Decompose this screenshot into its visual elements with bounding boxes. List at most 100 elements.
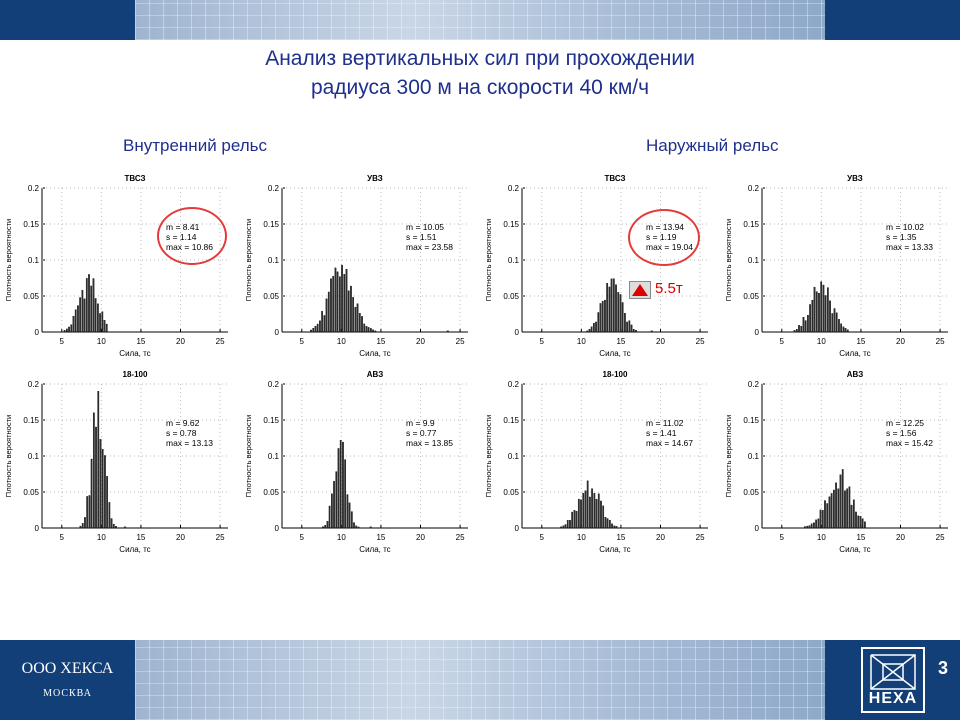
histogram-bar <box>348 502 351 529</box>
histogram-bar <box>571 511 574 529</box>
stat-line: s = 1.41 <box>646 428 677 438</box>
y-axis-label: Плотность вероятности <box>724 219 733 301</box>
histogram-bar <box>372 329 374 333</box>
chart-svg: 0 0.05 0.1 0.15 0.2 5 10 15 20 25 18-100 Сила, тс Пл… <box>4 370 228 554</box>
y-tick-label: 0.15 <box>503 416 519 425</box>
histogram-bar <box>322 526 324 529</box>
y-axis-label: Плотность вероятности <box>484 219 493 301</box>
histogram-bar <box>337 448 340 529</box>
histogram-bar <box>613 525 616 529</box>
histogram-bar <box>815 519 817 529</box>
y-tick-label: 0.2 <box>268 380 280 389</box>
histogram-bar <box>310 329 312 333</box>
y-tick-label: 0.2 <box>268 184 280 193</box>
x-tick-label: 5 <box>780 337 785 346</box>
histogram-bar <box>105 323 108 333</box>
y-tick-label: 0 <box>755 524 760 533</box>
x-tick-label: 15 <box>376 533 385 542</box>
y-tick-label: 0.15 <box>23 416 39 425</box>
top-banner <box>0 0 960 40</box>
histogram-bar <box>619 294 622 333</box>
x-tick-label: 20 <box>416 533 425 542</box>
x-tick-label: 15 <box>616 533 625 542</box>
histogram-bar <box>99 439 102 529</box>
chart-outer-avz: 0 0.05 0.1 0.15 0.2 5 10 15 20 25 АВЗ Сила, тс Плотн… <box>720 364 960 565</box>
x-tick-label: 25 <box>696 337 705 346</box>
footer-banner <box>0 640 960 720</box>
histogram-bar <box>837 488 840 529</box>
y-tick-label: 0 <box>515 524 520 533</box>
y-tick-label: 0.05 <box>503 488 519 497</box>
histogram-bar <box>81 523 84 529</box>
y-tick-label: 0.1 <box>28 452 40 461</box>
histogram-bar <box>811 299 814 333</box>
x-tick-label: 25 <box>456 533 465 542</box>
histogram-bar <box>859 516 862 529</box>
histogram-bar <box>321 311 323 333</box>
y-tick-label: 0.05 <box>743 488 759 497</box>
x-tick-label: 25 <box>696 533 705 542</box>
histogram-bar <box>820 281 823 333</box>
histogram-bar <box>108 502 111 529</box>
histogram-bar <box>621 302 624 333</box>
chart-title: 18-100 <box>603 370 628 379</box>
histogram-bar <box>335 471 338 529</box>
chart-svg: 0 0.05 0.1 0.15 0.2 5 10 15 20 25 ТВСЗ Сила, тс Плот… <box>484 174 708 358</box>
histogram-bar <box>83 298 86 333</box>
y-tick-label: 0.15 <box>23 220 39 229</box>
histogram-bar <box>841 469 844 529</box>
histogram-bar <box>341 264 343 333</box>
logo-text: HEXA <box>868 690 918 707</box>
y-tick-label: 0.15 <box>743 416 759 425</box>
histogram-bar <box>566 520 569 529</box>
histogram-bar <box>815 291 818 333</box>
chart-title: УВЗ <box>367 174 383 183</box>
y-tick-label: 0.2 <box>28 184 40 193</box>
histogram-bar <box>593 493 596 529</box>
histogram-bars <box>804 469 866 529</box>
highlight-ring-outer <box>628 209 700 266</box>
y-tick-label: 0 <box>755 328 760 337</box>
histogram-bar <box>586 480 589 529</box>
y-tick-label: 0.2 <box>28 380 40 389</box>
mesh-decoration <box>135 0 825 40</box>
histogram-bar <box>817 518 820 529</box>
histogram-bar <box>92 412 95 529</box>
histogram-bar <box>365 326 368 333</box>
histogram-bar <box>589 496 591 529</box>
histogram-bars <box>63 274 108 333</box>
histogram-bar <box>339 440 342 529</box>
x-tick-label: 15 <box>136 337 145 346</box>
histogram-bar <box>597 312 600 333</box>
histogram-bar <box>70 324 73 333</box>
histogram-bar <box>807 315 809 333</box>
histogram-bar <box>840 323 843 333</box>
footer-mesh-decoration <box>135 640 825 720</box>
y-tick-label: 0 <box>515 328 520 337</box>
histogram-bar <box>822 284 825 333</box>
histogram-bar <box>608 286 611 333</box>
x-tick-label: 10 <box>577 533 586 542</box>
histogram-bar <box>835 312 838 333</box>
page-number: 3 <box>938 658 949 678</box>
y-tick-label: 0.2 <box>508 380 520 389</box>
histogram-bar-tail <box>369 526 372 528</box>
logo-grid-icon <box>870 654 916 690</box>
histogram-bar <box>355 525 358 529</box>
x-tick-label: 15 <box>856 533 865 542</box>
stat-line: max = 13.13 <box>166 438 213 448</box>
histogram-bar <box>314 325 317 333</box>
histogram-bar <box>330 278 332 333</box>
chart-svg: 0 0.05 0.1 0.15 0.2 5 10 15 20 25 УВЗ Сила, тс Плотн… <box>724 174 948 358</box>
histogram-bar <box>90 285 93 333</box>
x-axis-label: Сила, тс <box>599 349 630 358</box>
histogram-bar <box>599 303 602 333</box>
x-tick-label: 20 <box>176 337 185 346</box>
stat-line: max = 23.58 <box>406 242 453 252</box>
histogram-bar <box>575 510 578 529</box>
histogram-bar <box>828 496 831 529</box>
warning-triangle-icon <box>629 281 651 299</box>
y-tick-label: 0.1 <box>28 256 40 265</box>
chart-svg: 0 0.05 0.1 0.15 0.2 5 10 15 20 25 ТВСЗ Сила, тс Плот… <box>4 174 228 358</box>
y-tick-label: 0.05 <box>23 292 39 301</box>
